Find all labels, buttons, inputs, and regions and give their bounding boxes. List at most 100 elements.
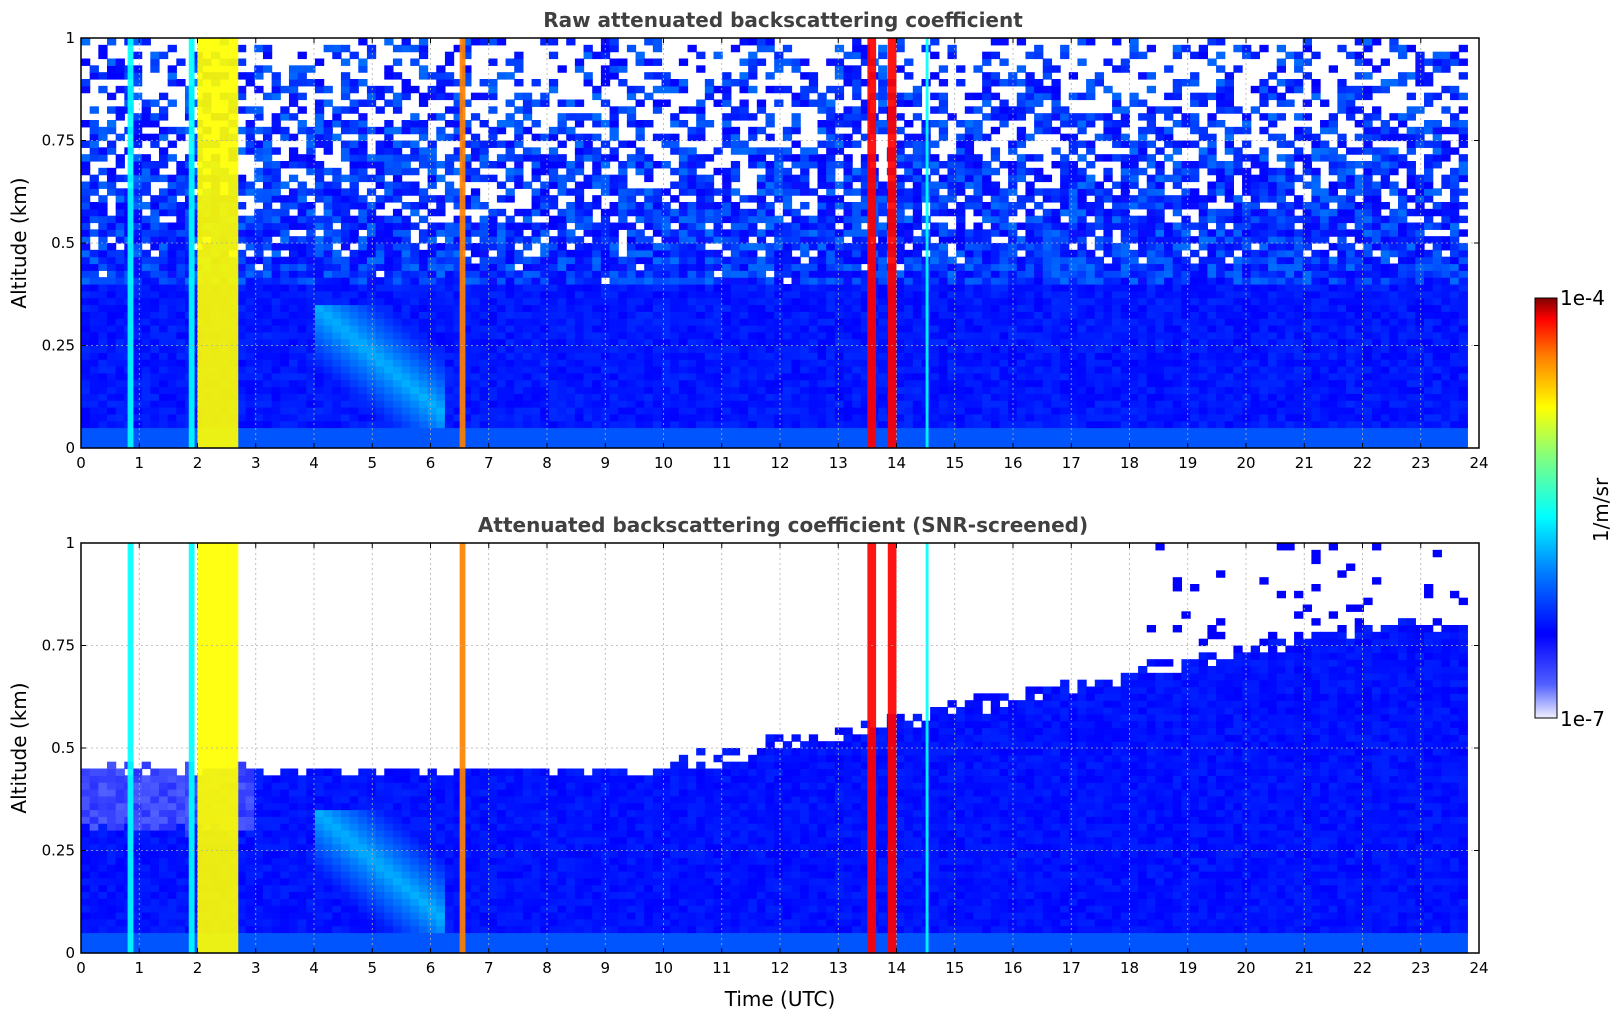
raw-heatmap-cell bbox=[496, 413, 507, 422]
raw-heatmap-cell bbox=[860, 202, 871, 210]
raw-heatmap-cell bbox=[132, 65, 143, 73]
raw-heatmap-cell bbox=[574, 284, 585, 292]
raw-heatmap-cell bbox=[904, 92, 914, 101]
raw-heatmap-cell bbox=[739, 38, 749, 46]
raw-heatmap-cell bbox=[670, 215, 680, 224]
raw-heatmap-cell bbox=[531, 311, 541, 319]
raw-heatmap-cell bbox=[713, 434, 723, 442]
raw-heatmap-cell bbox=[756, 202, 767, 210]
raw-heatmap-cell bbox=[479, 290, 489, 299]
raw-heatmap-cell bbox=[115, 174, 125, 183]
raw-heatmap-cell bbox=[574, 311, 585, 319]
raw-heatmap-cell bbox=[167, 359, 177, 367]
raw-heatmap-cell bbox=[271, 120, 281, 128]
raw-heatmap-cell bbox=[678, 345, 689, 353]
raw-heatmap-cell bbox=[479, 154, 489, 162]
raw-heatmap-cell bbox=[973, 236, 983, 244]
raw-heatmap-cell bbox=[488, 106, 498, 114]
raw-heatmap-cell bbox=[436, 113, 446, 121]
raw-heatmap-cell bbox=[280, 331, 290, 340]
raw-heatmap-cell bbox=[652, 106, 663, 114]
raw-heatmap-cell bbox=[704, 249, 715, 258]
raw-heatmap-cell bbox=[384, 161, 394, 169]
raw-heatmap-cell bbox=[254, 126, 264, 135]
raw-heatmap-cell bbox=[306, 167, 316, 176]
raw-heatmap-cell bbox=[973, 92, 983, 101]
raw-heatmap-cell bbox=[644, 249, 654, 258]
raw-heatmap-cell bbox=[704, 393, 715, 401]
raw-heatmap-cell bbox=[739, 413, 749, 422]
raw-heatmap-cell bbox=[89, 174, 99, 183]
raw-heatmap-cell bbox=[375, 441, 385, 449]
raw-heatmap-cell bbox=[314, 99, 325, 107]
raw-heatmap-cell bbox=[514, 92, 524, 101]
raw-heatmap-cell bbox=[262, 229, 273, 237]
raw-heatmap-cell bbox=[297, 92, 307, 101]
raw-heatmap-cell bbox=[817, 427, 827, 435]
raw-heatmap-cell bbox=[990, 167, 1001, 176]
raw-heatmap-cell bbox=[557, 325, 567, 333]
raw-heatmap-cell bbox=[661, 236, 671, 244]
raw-heatmap-cell bbox=[609, 297, 619, 306]
raw-heatmap-cell bbox=[600, 318, 611, 326]
raw-heatmap-cell bbox=[557, 297, 567, 306]
raw-heatmap-cell bbox=[895, 256, 905, 265]
raw-heatmap-cell bbox=[427, 359, 437, 367]
raw-heatmap-cell bbox=[878, 318, 888, 326]
raw-heatmap-cell bbox=[765, 174, 775, 183]
raw-heatmap-cell bbox=[834, 338, 845, 347]
raw-heatmap-cell bbox=[704, 208, 715, 217]
raw-heatmap-cell bbox=[739, 420, 749, 429]
raw-heatmap-cell bbox=[756, 427, 767, 435]
raw-heatmap-cell bbox=[297, 72, 307, 80]
raw-heatmap-cell bbox=[618, 140, 628, 148]
raw-heatmap-cell bbox=[678, 331, 689, 340]
raw-heatmap-cell bbox=[990, 72, 1001, 80]
raw-heatmap-cell bbox=[826, 359, 836, 367]
raw-heatmap-cell bbox=[496, 372, 507, 381]
raw-heatmap-cell bbox=[401, 290, 411, 299]
raw-heatmap-cell bbox=[704, 441, 715, 449]
raw-heatmap-cell bbox=[176, 304, 186, 312]
raw-heatmap-cell bbox=[115, 229, 125, 237]
raw-heatmap-cell bbox=[332, 304, 342, 312]
raw-heatmap-cell bbox=[132, 441, 143, 449]
raw-heatmap-cell bbox=[670, 256, 680, 265]
raw-heatmap-cell bbox=[990, 215, 1001, 224]
raw-heatmap-cell bbox=[912, 195, 923, 203]
raw-heatmap-cell bbox=[332, 393, 342, 401]
raw-heatmap-cell bbox=[366, 331, 377, 340]
raw-heatmap-cell bbox=[106, 434, 117, 442]
raw-heatmap-cell bbox=[340, 304, 351, 312]
raw-heatmap-cell bbox=[418, 407, 429, 415]
raw-heatmap-cell bbox=[574, 270, 585, 278]
raw-heatmap-cell bbox=[514, 304, 524, 312]
raw-heatmap-cell bbox=[349, 407, 359, 415]
raw-heatmap-cell bbox=[496, 338, 507, 347]
raw-heatmap-cell bbox=[167, 270, 177, 278]
raw-heatmap-cell bbox=[964, 304, 975, 312]
raw-heatmap-cell bbox=[782, 263, 793, 271]
raw-heatmap-cell bbox=[340, 174, 351, 183]
raw-heatmap-cell bbox=[566, 427, 576, 435]
raw-heatmap-cell bbox=[912, 140, 923, 148]
raw-heatmap-cell bbox=[618, 427, 628, 435]
raw-heatmap-cell bbox=[678, 420, 689, 429]
raw-heatmap-cell bbox=[938, 120, 949, 128]
raw-heatmap-cell bbox=[141, 325, 151, 333]
raw-heatmap-cell bbox=[973, 311, 983, 319]
raw-heatmap-cell bbox=[566, 311, 576, 319]
raw-heatmap-cell bbox=[505, 243, 515, 251]
raw-heatmap-cell bbox=[340, 85, 351, 94]
raw-heatmap-cell bbox=[878, 120, 888, 128]
raw-heatmap-cell bbox=[167, 325, 177, 333]
raw-heatmap-cell bbox=[912, 407, 923, 415]
raw-heatmap-cell bbox=[141, 331, 151, 340]
raw-heatmap-cell bbox=[739, 208, 749, 217]
raw-heatmap-cell bbox=[566, 249, 576, 258]
raw-heatmap-cell bbox=[938, 236, 949, 244]
raw-heatmap-cell bbox=[297, 359, 307, 367]
raw-heatmap-cell bbox=[800, 352, 810, 360]
raw-heatmap-cell bbox=[115, 65, 125, 73]
raw-heatmap-cell bbox=[912, 304, 923, 312]
